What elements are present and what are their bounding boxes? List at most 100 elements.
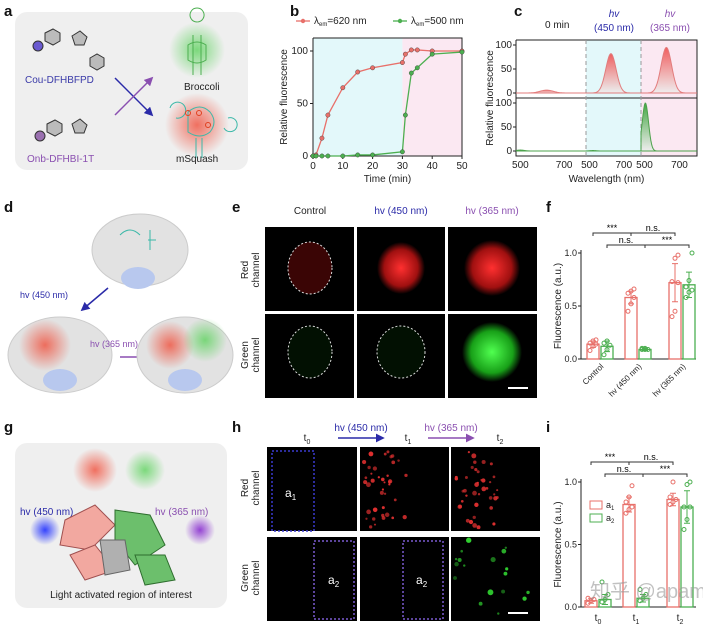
red-punctum xyxy=(389,455,393,459)
red-punctum xyxy=(474,482,479,487)
f-data-point xyxy=(587,348,593,354)
c-green-spectrum xyxy=(640,102,697,152)
h-fluorescent-puncta xyxy=(362,450,530,615)
i-category-sub: 1 xyxy=(635,619,639,626)
e-row-green-1: Green xyxy=(240,341,251,369)
green-punctum xyxy=(497,612,500,615)
b-xtick-label: 40 xyxy=(427,161,439,172)
red-punctum xyxy=(372,466,377,471)
h-roi-a1-label: a1 xyxy=(285,486,297,502)
red-punctum xyxy=(402,514,407,520)
d-arrow-450 xyxy=(80,287,109,312)
b-data-point xyxy=(399,149,405,155)
f-data-point xyxy=(604,346,610,352)
red-punctum xyxy=(465,518,470,523)
i-data-point xyxy=(585,600,591,606)
red-punctum xyxy=(465,494,468,497)
green-punctum xyxy=(526,590,530,595)
h-t1-label: t1 xyxy=(405,433,412,446)
e-image-grid xyxy=(265,227,537,398)
b-data-point xyxy=(325,112,331,118)
f-significance: n.s. xyxy=(619,235,634,245)
i-data-point xyxy=(681,527,687,532)
f-data-point xyxy=(669,279,675,285)
f-category-label: Control xyxy=(581,362,606,387)
red-punctum xyxy=(381,488,385,491)
i-category-label: t0 xyxy=(595,613,602,626)
broccoli-aptamer-icon xyxy=(187,7,207,75)
green-punctum xyxy=(503,571,508,576)
chart-b: 0 10 20 30 40 50 0 50 100 Time (min) Relative fluo… xyxy=(279,16,468,185)
i-data-point xyxy=(602,597,608,602)
g-caption: Light activated region of interest xyxy=(50,590,192,601)
panel-label-d: d xyxy=(4,199,13,216)
green-punctum xyxy=(454,557,458,561)
red-punctum xyxy=(372,507,378,513)
i-legend-main: a xyxy=(606,513,611,523)
c-xtick-label: 700 xyxy=(556,160,573,171)
red-punctum xyxy=(366,509,371,515)
i-bracket-upper xyxy=(590,461,674,465)
e-col-365: hv (365 nm) xyxy=(465,206,518,217)
msquash-glow xyxy=(165,93,229,157)
red-punctum xyxy=(391,516,395,520)
g-hv-365-label: hv (365 nm) xyxy=(155,507,208,518)
panel-label-g: g xyxy=(4,419,13,436)
red-punctum xyxy=(485,487,489,490)
b-legend-sub: em xyxy=(416,22,424,28)
green-punctum xyxy=(501,548,507,554)
f-data-point xyxy=(672,255,678,261)
red-punctum xyxy=(473,460,477,464)
arrow-to-broccoli xyxy=(114,76,154,116)
panel-label-c: c xyxy=(514,3,522,20)
h-row-red-1: Red xyxy=(240,479,251,497)
red-punctum xyxy=(383,492,387,495)
i-category-label: t1 xyxy=(633,613,640,626)
f-bar xyxy=(624,296,638,360)
e-red-450-cell xyxy=(377,242,425,294)
c-axes xyxy=(515,39,698,157)
i-data-point xyxy=(599,579,605,585)
i-category-main: t xyxy=(633,613,636,624)
f-bracket-upper xyxy=(592,232,676,236)
red-punctum xyxy=(364,476,368,480)
i-significance: n.s. xyxy=(644,452,659,462)
c-xtick-label: 500 xyxy=(636,160,653,171)
b-data-point xyxy=(429,51,435,57)
cell-after-450-red-glow xyxy=(19,319,71,371)
red-punctum xyxy=(493,493,496,496)
b-data-point xyxy=(370,65,375,71)
i-data-point xyxy=(629,483,635,489)
red-punctum xyxy=(488,496,493,500)
e-col-450: hv (450 nm) xyxy=(374,206,427,217)
e-red-365-cell xyxy=(464,240,520,296)
msquash-chromophore-icon xyxy=(185,110,211,128)
h-t2-label: t2 xyxy=(497,433,504,446)
h-green-t1-image xyxy=(360,537,449,621)
c-red-spectrum xyxy=(640,46,697,94)
b-data-point xyxy=(355,152,361,158)
b-450-background xyxy=(313,38,403,156)
e-green-365-cell xyxy=(462,322,522,382)
green-punctum xyxy=(501,589,506,594)
i-data-point xyxy=(591,597,597,602)
green-punctum xyxy=(490,557,496,563)
f-ytick-label: 0.5 xyxy=(564,301,577,311)
c-hv2-wavelength: (365 nm) xyxy=(650,23,690,34)
b-legend-marker xyxy=(300,18,306,24)
red-punctum xyxy=(397,459,400,462)
i-data-point xyxy=(599,599,605,605)
i-legend-sub: 2 xyxy=(611,519,615,525)
red-punctum xyxy=(470,465,474,469)
green-punctum xyxy=(478,601,483,606)
i-data-point xyxy=(673,497,679,502)
e-col-control: Control xyxy=(294,206,326,217)
i-ylabel: Fluorescence (a.u.) xyxy=(553,501,564,587)
i-legend-sub: 1 xyxy=(611,506,615,512)
red-punctum xyxy=(368,525,373,529)
f-data-point xyxy=(590,338,596,344)
b-legend-sub: em xyxy=(319,22,327,28)
